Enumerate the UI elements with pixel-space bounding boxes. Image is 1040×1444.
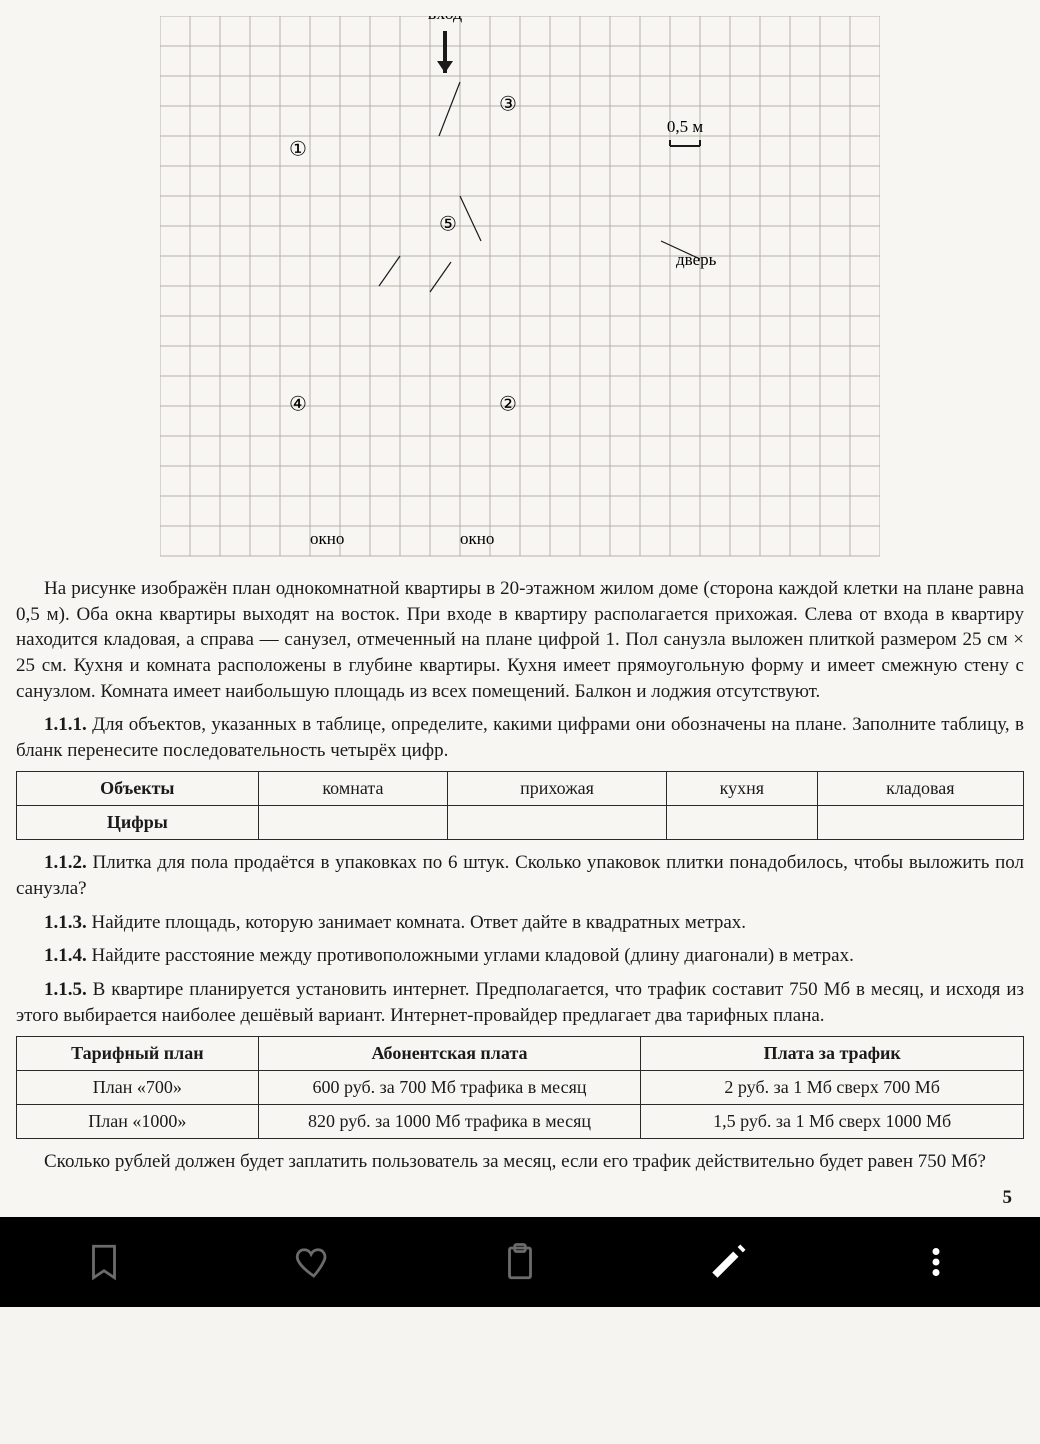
plan-abon-1000: 820 руб. за 1000 Мб трафика в месяц <box>258 1105 641 1139</box>
cell-answer-4[interactable] <box>817 806 1023 840</box>
col-prikhozhaya: прихожая <box>448 772 667 806</box>
objects-table: Объекты комната прихожая кухня кладовая … <box>16 771 1024 840</box>
plan-abon-700: 600 руб. за 700 Мб трафика в месяц <box>258 1071 641 1105</box>
svg-text:окно: окно <box>310 529 344 548</box>
task-1-1-2: 1.1.2. Плитка для пола продаётся в упако… <box>16 850 1024 901</box>
task-text: В квартире планируется установить интерн… <box>16 979 1024 1026</box>
table-values-row: Цифры <box>17 806 1024 840</box>
task-1-1-5: 1.1.5. В квартире планируется установить… <box>16 977 1024 1028</box>
svg-text:①: ① <box>289 139 307 161</box>
task-num: 1.1.1. <box>44 714 87 735</box>
task-text: Найдите площадь, которую занимает комнат… <box>92 912 747 933</box>
svg-text:④: ④ <box>289 394 307 416</box>
svg-text:⑤: ⑤ <box>439 214 457 236</box>
bookmark-icon[interactable] <box>83 1241 125 1283</box>
cell-answer-2[interactable] <box>448 806 667 840</box>
col-komната: комната <box>258 772 447 806</box>
table-header-row: Объекты комната прихожая кухня кладовая <box>17 772 1024 806</box>
col-kukhnya: кухня <box>666 772 817 806</box>
table-row: План «1000» 820 руб. за 1000 Мб трафика … <box>17 1105 1024 1139</box>
heart-icon[interactable] <box>291 1241 333 1283</box>
task-1-1-4: 1.1.4. Найдите расстояние между противоп… <box>16 943 1024 969</box>
svg-text:дверь: дверь <box>676 250 717 269</box>
cell-answer-1[interactable] <box>258 806 447 840</box>
table-header-row: Тарифный план Абонентская плата Плата за… <box>17 1037 1024 1071</box>
svg-text:③: ③ <box>499 94 517 116</box>
task-num: 1.1.2. <box>44 852 87 873</box>
final-question: Сколько рублей должен будет заплатить по… <box>16 1149 1024 1175</box>
page-number: 5 <box>16 1183 1024 1213</box>
plan-traffic-1000: 1,5 руб. за 1 Мб сверх 1000 Мб <box>641 1105 1024 1139</box>
task-text: Найдите расстояние между противоположным… <box>92 945 854 966</box>
task-num: 1.1.3. <box>44 912 87 933</box>
col-tarif: Тарифный план <box>17 1037 259 1071</box>
page-content: ① ② ③ ④ ⑤ вход 0,5 м дверь окно окно На рисунке и… <box>0 0 1040 1217</box>
more-icon[interactable] <box>915 1241 957 1283</box>
task-text: Для объектов, указанных в таблице, опред… <box>16 714 1024 761</box>
pencil-icon[interactable] <box>707 1241 749 1283</box>
tariff-table: Тарифный план Абонентская плата Плата за… <box>16 1036 1024 1139</box>
svg-text:окно: окно <box>460 529 494 548</box>
intro-paragraph: На рисунке изображён план однокомнатной … <box>16 576 1024 704</box>
task-num: 1.1.5. <box>44 979 87 1000</box>
plan-name-700: План «700» <box>17 1071 259 1105</box>
col-traffic: Плата за трафик <box>641 1037 1024 1071</box>
task-text: Плитка для пола продаётся в упаковках по… <box>16 852 1024 899</box>
bottom-toolbar <box>0 1217 1040 1307</box>
svg-text:②: ② <box>499 394 517 416</box>
floorplan-container: ① ② ③ ④ ⑤ вход 0,5 м дверь окно окно <box>16 16 1024 566</box>
col-kladovaya: кладовая <box>817 772 1023 806</box>
plan-name-1000: План «1000» <box>17 1105 259 1139</box>
svg-text:вход: вход <box>428 16 462 23</box>
objects-header-label: Объекты <box>17 772 259 806</box>
col-abon: Абонентская плата <box>258 1037 641 1071</box>
plan-traffic-700: 2 руб. за 1 Мб сверх 700 Мб <box>641 1071 1024 1105</box>
floorplan-diagram: ① ② ③ ④ ⑤ вход 0,5 м дверь окно окно <box>160 16 880 566</box>
task-1-1-3: 1.1.3. Найдите площадь, которую занимает… <box>16 910 1024 936</box>
cell-answer-3[interactable] <box>666 806 817 840</box>
task-1-1-1: 1.1.1. Для объектов, указанных в таблице… <box>16 712 1024 763</box>
task-num: 1.1.4. <box>44 945 87 966</box>
row-label-tsifry: Цифры <box>17 806 259 840</box>
svg-text:0,5 м: 0,5 м <box>667 117 704 136</box>
clipboard-icon[interactable] <box>499 1241 541 1283</box>
table-row: План «700» 600 руб. за 700 Мб трафика в … <box>17 1071 1024 1105</box>
